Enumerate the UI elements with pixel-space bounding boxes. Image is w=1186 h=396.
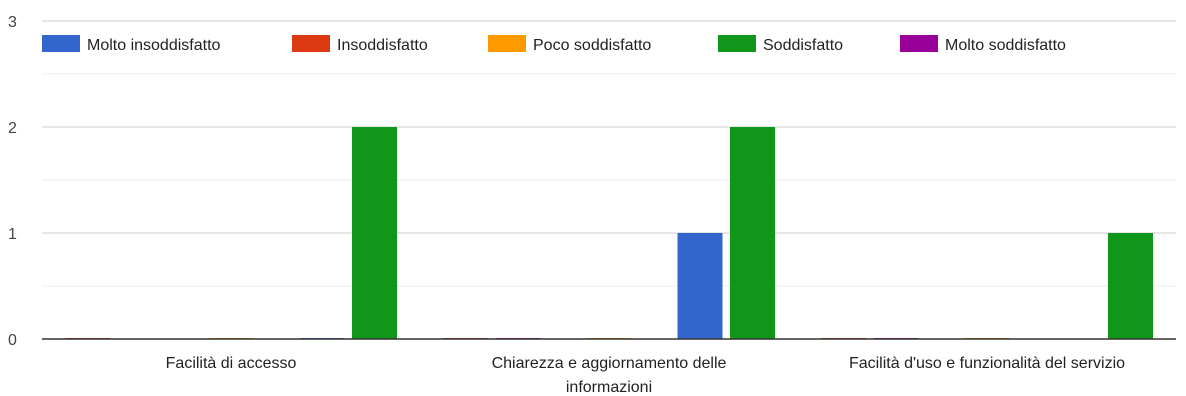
y-tick-label: 2 [8, 120, 17, 137]
grid-lines [42, 20, 1176, 287]
legend-label: Soddisfatto [763, 37, 843, 54]
y-tick-label: 0 [8, 332, 17, 349]
legend-label: Poco soddisfatto [533, 37, 651, 54]
bar[interactable] [730, 127, 775, 339]
bar[interactable] [1108, 233, 1153, 339]
legend-item[interactable]: Poco soddisfatto [488, 35, 651, 54]
x-category-label: Facilità d'uso e funzionalità del serviz… [849, 355, 1125, 372]
bar[interactable] [352, 127, 397, 339]
legend: Molto insoddisfatto Insoddisfatto Poco sod… [42, 35, 1066, 54]
legend-label: Insoddisfatto [337, 37, 428, 54]
legend-item[interactable]: Molto insoddisfatto [42, 35, 221, 54]
x-category-label: informazioni [566, 379, 652, 396]
legend-item[interactable]: Molto soddisfatto [900, 35, 1066, 54]
legend-swatch [292, 35, 330, 52]
legend-swatch [42, 35, 80, 52]
y-tick-label: 1 [8, 226, 17, 243]
y-tick-label: 3 [8, 14, 17, 31]
legend-item[interactable]: Soddisfatto [718, 35, 843, 54]
legend-swatch [900, 35, 938, 52]
legend-label: Molto insoddisfatto [87, 37, 221, 54]
bar[interactable] [677, 233, 723, 339]
legend-label: Molto soddisfatto [945, 37, 1066, 54]
category-labels: Facilità di accesso Chiarezza e aggiornam… [166, 355, 1126, 396]
legend-swatch [718, 35, 756, 52]
x-category-label: Chiarezza e aggiornamento delle [492, 355, 727, 372]
x-category-label: Facilità di accesso [166, 355, 297, 372]
legend-swatch [488, 35, 526, 52]
y-axis-ticks: 0 1 2 3 [8, 14, 17, 349]
legend-item[interactable]: Insoddisfatto [292, 35, 428, 54]
